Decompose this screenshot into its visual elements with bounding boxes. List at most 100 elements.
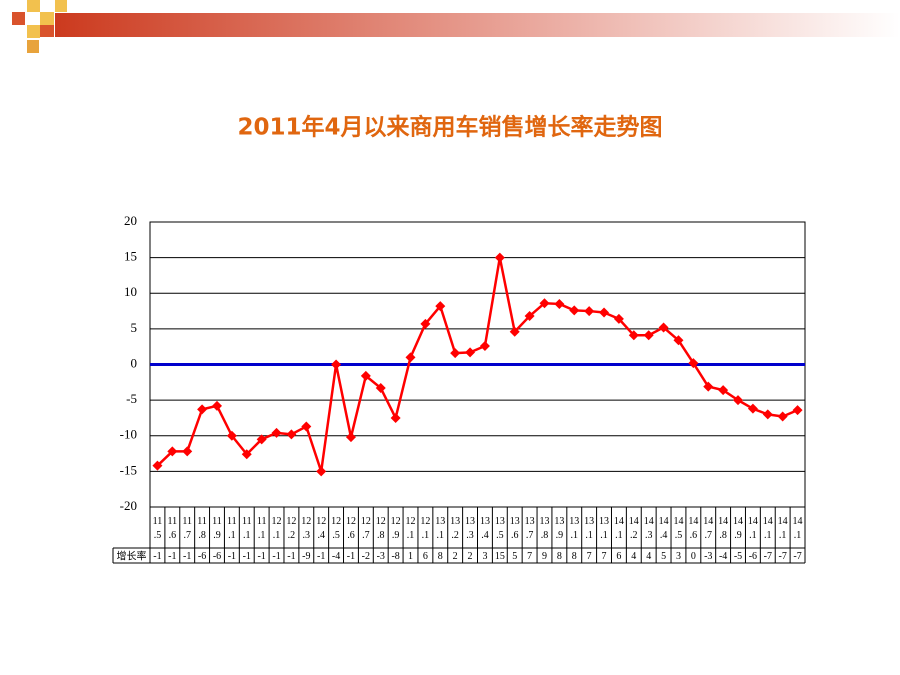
x-tick-label: 12.9 (391, 516, 401, 541)
x-tick-label: 14.9 (733, 516, 743, 541)
x-tick-label: 14.4 (659, 516, 669, 541)
table-cell: -1 (287, 551, 295, 562)
table-cell: 9 (542, 551, 547, 562)
marker (301, 421, 312, 432)
x-tick-label: 13.3 (465, 516, 475, 541)
table-cell: -1 (228, 551, 236, 562)
table-cell: -3 (704, 551, 712, 562)
x-tick-label: 11.5 (153, 516, 163, 541)
marker (450, 348, 461, 359)
x-tick-label: 14.1 (614, 516, 624, 541)
marker (747, 403, 758, 414)
marker (345, 432, 356, 443)
x-tick-label: 13.7 (525, 516, 535, 541)
table-cell: 6 (616, 551, 621, 562)
marker (390, 412, 401, 423)
table-cell: -1 (183, 551, 191, 562)
table-cell: 4 (631, 551, 636, 562)
table-cell: -9 (302, 551, 310, 562)
table-cell: -6 (198, 551, 206, 562)
x-tick-label: 14.5 (673, 516, 683, 541)
y-tick-label: 15 (124, 249, 137, 264)
table-cell: -7 (793, 551, 801, 562)
x-tick-label: 14.1 (748, 516, 758, 541)
marker (360, 370, 371, 381)
x-tick-label: 12.8 (376, 516, 386, 541)
x-tick-label: 11.8 (197, 516, 207, 541)
marker (494, 252, 505, 263)
table-cell: -1 (317, 551, 325, 562)
table-cell: 5 (661, 551, 666, 562)
x-tick-label: 12.1 (272, 516, 282, 541)
marker (256, 434, 267, 445)
marker (762, 409, 773, 420)
table-cell: -6 (213, 551, 221, 562)
table-cell: 2 (453, 551, 458, 562)
y-tick-label: 20 (124, 213, 137, 228)
marker (584, 306, 595, 317)
x-tick-label: 11.7 (182, 516, 192, 541)
table-cell: -6 (749, 551, 757, 562)
marker (792, 405, 803, 416)
table-cell: 7 (527, 551, 532, 562)
x-tick-label: 14.7 (703, 516, 713, 541)
marker (569, 305, 580, 316)
table-cell: -1 (153, 551, 161, 562)
table-cell: -8 (391, 551, 399, 562)
marker (599, 307, 610, 318)
marker (435, 301, 446, 312)
table-cell: -1 (272, 551, 280, 562)
table-cell: -1 (347, 551, 355, 562)
marker (316, 466, 327, 477)
x-tick-label: 13.1 (435, 516, 445, 541)
decoration (12, 0, 900, 53)
table-cell: -4 (719, 551, 727, 562)
marker (331, 359, 342, 370)
marker (703, 381, 714, 392)
marker (509, 326, 520, 337)
marker (405, 352, 416, 363)
x-tick-label: 12.6 (346, 516, 356, 541)
y-tick-label: -10 (120, 427, 137, 442)
x-tick-label: 14.1 (793, 516, 803, 541)
x-tick-label: 11.1 (242, 516, 252, 541)
y-tick-label: 0 (131, 355, 138, 370)
x-tick-label: 14.8 (718, 516, 728, 541)
table-cell: -4 (332, 551, 340, 562)
table-cell: 5 (512, 551, 517, 562)
x-tick-label: 13.1 (599, 516, 609, 541)
table-cell: 2 (468, 551, 473, 562)
x-tick-label: 12.4 (316, 516, 326, 541)
table-cell: 3 (482, 551, 487, 562)
table-row-header: 增长率 (117, 550, 147, 563)
y-tick-label: 5 (131, 320, 138, 335)
x-tick-label: 13.9 (554, 516, 564, 541)
x-tick-label: 11.1 (257, 516, 267, 541)
table-cell: 7 (587, 551, 592, 562)
x-tick-label: 13.1 (584, 516, 594, 541)
table-cell: 7 (602, 551, 607, 562)
x-tick-label: 12.3 (301, 516, 311, 541)
table-cell: -1 (257, 551, 265, 562)
table-cell: 6 (423, 551, 428, 562)
x-tick-label: 13.6 (510, 516, 520, 541)
marker (524, 311, 535, 322)
marker (718, 385, 729, 396)
x-tick-label: 13.8 (539, 516, 549, 541)
table-cell: 1 (408, 551, 413, 562)
table-cell: -5 (734, 551, 742, 562)
table-cell: 8 (438, 551, 443, 562)
table-cell: 0 (691, 551, 696, 562)
marker (777, 411, 788, 422)
marker (197, 404, 208, 415)
y-tick-label: -20 (120, 498, 137, 513)
x-tick-label: 12.7 (361, 516, 371, 541)
marker (643, 330, 654, 341)
marker (226, 430, 237, 441)
table-cell: 3 (676, 551, 681, 562)
table-cell: 4 (646, 551, 651, 562)
marker (479, 340, 490, 351)
x-tick-label: 14.2 (629, 516, 639, 541)
marker (167, 446, 178, 457)
marker (628, 330, 639, 341)
